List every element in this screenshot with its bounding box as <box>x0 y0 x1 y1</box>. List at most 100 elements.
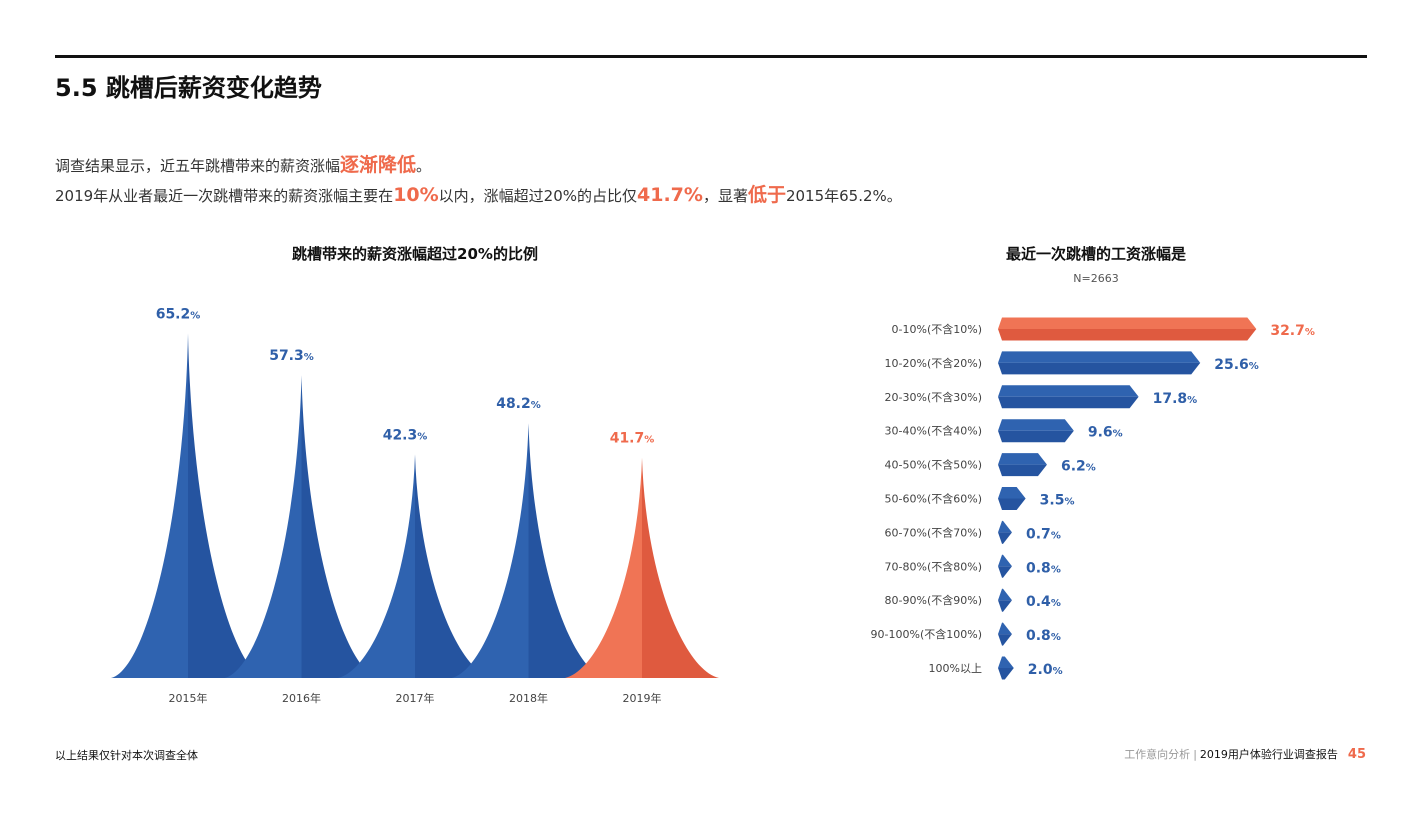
bar-top-face <box>998 656 1014 668</box>
summary-line-2-segment-highlight: 低于 <box>747 184 786 206</box>
bar-bottom-face <box>998 329 1257 341</box>
bar-value-label: 9.6% <box>1088 425 1123 441</box>
bar-top-face <box>998 588 1012 601</box>
bar-top-face <box>998 520 1012 533</box>
bar-top-face <box>998 622 1012 635</box>
bar-row: 100%以上 2.0% <box>929 656 1063 680</box>
bar-bottom-face <box>998 532 1012 544</box>
footer-note: 以上结果仅针对本次调查全体 <box>55 749 198 762</box>
bar-top-face <box>998 419 1074 431</box>
bar-category-label: 50-60%(不含60%) <box>885 492 982 506</box>
bar-category-label: 70-80%(不含80%) <box>885 559 982 573</box>
summary-line-2-segment: 以内，涨幅超过20%的占比仅 <box>438 187 638 205</box>
peak-value-label: 41.7% <box>610 431 655 447</box>
bar-chart-subtitle: N=2663 <box>1073 272 1118 285</box>
footer-separator: | <box>1193 748 1197 761</box>
summary-line-2: 2019年从业者最近一次跳槽带来的薪资涨幅主要在10%以内，涨幅超过20%的占比… <box>55 180 902 210</box>
bar-top-face <box>998 487 1026 499</box>
bar-value-label: 3.5% <box>1040 493 1075 509</box>
bar-bottom-face <box>998 464 1047 477</box>
bar-bottom-face <box>998 566 1012 578</box>
bar-row: 90-100%(不含100%) 0.8% <box>871 622 1061 646</box>
peak-2016年 <box>224 375 379 678</box>
bar-category-label: 0-10%(不含10%) <box>892 322 982 336</box>
bar-value-label: 0.4% <box>1026 594 1061 610</box>
summary-line-1-segment: 。 <box>416 157 432 175</box>
bar-category-label: 100%以上 <box>929 662 982 675</box>
summary-line-2-segment-highlight: 10% <box>393 184 439 206</box>
summary-line-2-segment: 2019年从业者最近一次跳槽带来的薪资涨幅主要在 <box>55 187 394 205</box>
bar-category-label: 10-20%(不含20%) <box>885 356 982 370</box>
peak-right-face <box>301 375 379 678</box>
peak-category-label: 2017年 <box>396 691 435 705</box>
bar-row: 10-20%(不含20%) 25.6% <box>885 351 1259 375</box>
bar-row: 40-50%(不含50%) 6.2% <box>885 453 1096 477</box>
footer-info: 工作意向分析 | 2019用户体验行业调查报告 45 <box>1124 746 1366 762</box>
page-number: 45 <box>1347 747 1366 762</box>
bar-row: 70-80%(不含80%) 0.8% <box>885 554 1061 578</box>
summary-line-1-segment: 调查结果显示，近五年跳槽带来的薪资涨幅 <box>55 157 341 175</box>
peak-2019年 <box>565 457 719 678</box>
bar-top-face <box>998 385 1139 397</box>
peak-value-label: 48.2% <box>496 396 541 412</box>
summary-line-2-segment: ，显著 <box>702 187 748 205</box>
peak-chart: 跳槽带来的薪资涨幅超过20%的比例 65.2% 2015年 57.3% 2016年 42… <box>111 245 719 705</box>
peak-right-face <box>528 423 606 678</box>
bar-value-label: 0.8% <box>1026 560 1061 576</box>
bar-row: 80-90%(不含90%) 0.4% <box>885 588 1061 612</box>
bar-bottom-face <box>998 498 1026 510</box>
peak-value-label: 65.2% <box>156 306 201 322</box>
bar-row: 50-60%(不含60%) 3.5% <box>885 487 1075 510</box>
peak-chart-title: 跳槽带来的薪资涨幅超过20%的比例 <box>292 245 538 263</box>
bar-bottom-face <box>998 600 1012 612</box>
bar-bottom-face <box>998 362 1201 375</box>
bar-value-label: 0.7% <box>1026 526 1061 542</box>
bar-category-label: 30-40%(不含40%) <box>885 424 982 438</box>
bar-bottom-face <box>998 396 1139 409</box>
bar-top-face <box>998 351 1201 363</box>
bar-chart-title: 最近一次跳槽的工资涨幅是 <box>1006 245 1187 263</box>
peak-category-label: 2019年 <box>623 691 662 705</box>
bar-category-label: 60-70%(不含70%) <box>885 525 982 539</box>
peak-2017年 <box>338 454 492 678</box>
bar-top-face <box>998 453 1047 465</box>
footer-report-name: 2019用户体验行业调查报告 <box>1199 748 1338 761</box>
bar-chart: 最近一次跳槽的工资涨幅是 N=2663 0-10%(不含10%) 32.7% 10-… <box>871 245 1315 680</box>
top-rule <box>55 55 1367 58</box>
page-title: 5.5 跳槽后薪资变化趋势 <box>55 74 322 102</box>
peak-right-face <box>415 454 492 678</box>
bar-top-face <box>998 554 1012 567</box>
peak-chart-marks: 65.2% 2015年 57.3% 2016年 42.3% 2017年 48.2% 2018年… <box>111 306 719 705</box>
summary-text: 调查结果显示，近五年跳槽带来的薪资涨幅逐渐降低。 2019年从业者最近一次跳槽带… <box>55 150 902 210</box>
bar-row: 0-10%(不含10%) 32.7% <box>892 317 1315 341</box>
peak-left-face <box>224 375 302 678</box>
summary-line-2-segment-highlight: 41.7% <box>637 184 703 206</box>
bar-bottom-face <box>998 634 1012 646</box>
peak-right-face <box>642 457 719 678</box>
bar-bottom-face <box>998 668 1014 680</box>
bar-value-label: 0.8% <box>1026 628 1061 644</box>
bar-value-label: 32.7% <box>1270 323 1315 339</box>
bar-value-label: 17.8% <box>1153 391 1198 407</box>
peak-2018年 <box>451 423 606 678</box>
peak-right-face <box>188 333 265 678</box>
bar-top-face <box>998 317 1257 329</box>
peak-left-face <box>565 457 642 678</box>
bar-value-label: 25.6% <box>1214 357 1259 373</box>
peak-category-label: 2016年 <box>282 691 321 705</box>
bar-category-label: 20-30%(不含30%) <box>885 390 982 404</box>
bar-chart-marks: 0-10%(不含10%) 32.7% 10-20%(不含20%) 25.6% 20-30… <box>871 317 1315 680</box>
bar-row: 20-30%(不含30%) 17.8% <box>885 385 1198 409</box>
bar-bottom-face <box>998 430 1074 443</box>
peak-2015年 <box>111 333 265 678</box>
peak-value-label: 42.3% <box>383 427 428 443</box>
bar-row: 60-70%(不含70%) 0.7% <box>885 520 1061 544</box>
peak-category-label: 2018年 <box>509 691 548 705</box>
peak-left-face <box>338 454 415 678</box>
peak-left-face <box>111 333 188 678</box>
footer-section: 工作意向分析 <box>1124 748 1191 761</box>
bar-value-label: 2.0% <box>1028 662 1063 678</box>
peak-left-face <box>451 423 529 678</box>
bar-category-label: 90-100%(不含100%) <box>871 627 982 641</box>
